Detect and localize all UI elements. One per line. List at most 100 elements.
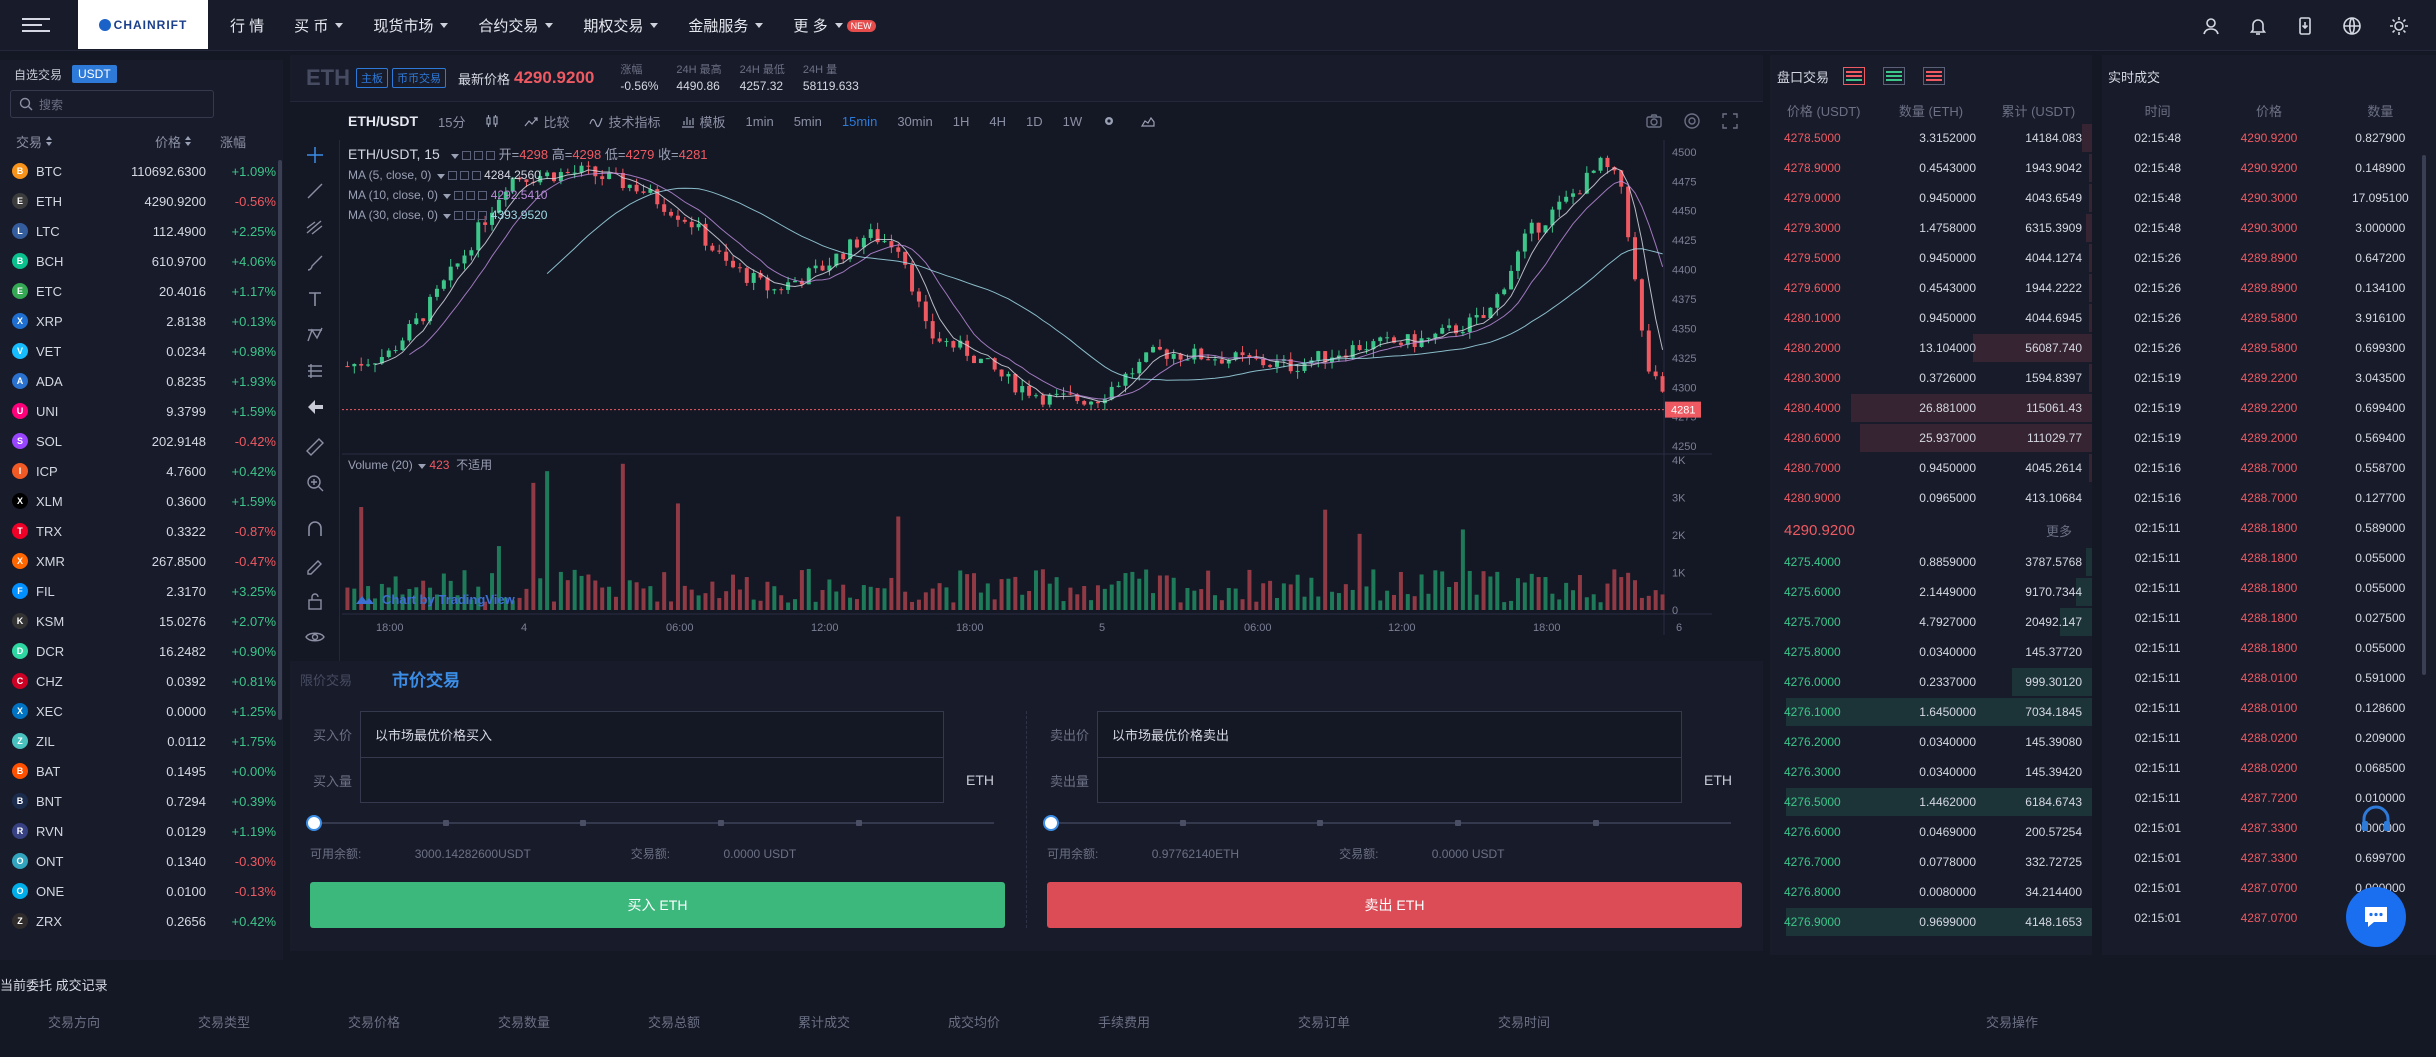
nav-item-5[interactable]: 金融服务 [688, 15, 764, 36]
market-row[interactable]: B BTC 110692.6300 +1.09% [0, 156, 283, 186]
ask-row[interactable]: 4280.3000 0.3726000 1594.8397 [1770, 363, 2092, 393]
zoom-in-icon[interactable] [304, 472, 326, 494]
market-row[interactable]: X XLM 0.3600 +1.59% [0, 486, 283, 516]
prediction-icon[interactable] [304, 360, 326, 382]
interval-1D[interactable]: 1D [1025, 113, 1043, 129]
interval-5min[interactable]: 5min [793, 113, 822, 129]
market-row[interactable]: B BCH 610.9700 +4.06% [0, 246, 283, 276]
market-row[interactable]: C CHZ 0.0392 +0.81% [0, 666, 283, 696]
chart-settings-icon[interactable] [1102, 114, 1121, 128]
fullscreen-icon[interactable] [1721, 112, 1739, 130]
market-row[interactable]: X XRP 2.8138 +0.13% [0, 306, 283, 336]
tab-market-order[interactable]: 市价交易 [392, 671, 461, 690]
text-icon[interactable] [304, 288, 326, 310]
bid-row[interactable]: 4276.1000 1.6450000 7034.1845 [1770, 697, 2092, 727]
template-button[interactable]: 模板 [681, 112, 726, 131]
market-row[interactable]: S SOL 202.9148 -0.42% [0, 426, 283, 456]
bid-row[interactable]: 4276.0000 0.2337000 999.30120 [1770, 667, 2092, 697]
bell-icon[interactable] [2248, 16, 2268, 36]
globe-icon[interactable] [2342, 16, 2362, 36]
ask-row[interactable]: 4279.0000 0.9450000 4043.6549 [1770, 183, 2092, 213]
nav-item-6[interactable]: 更 多 NEW [793, 15, 876, 36]
ask-row[interactable]: 4279.6000 0.4543000 1944.2222 [1770, 273, 2092, 303]
bid-row[interactable]: 4276.7000 0.0778000 332.72725 [1770, 847, 2092, 877]
bid-row[interactable]: 4276.2000 0.0340000 145.39080 [1770, 727, 2092, 757]
chart-symbol[interactable]: ETH/USDT [348, 113, 418, 129]
book-both-icon[interactable] [1843, 67, 1866, 85]
more-link[interactable]: 更多 [2045, 523, 2072, 539]
nav-item-4[interactable]: 期权交易 [583, 15, 659, 36]
buy-percent-slider[interactable] [306, 815, 994, 831]
ask-row[interactable]: 4280.4000 26.881000 115061.43 [1770, 393, 2092, 423]
market-row[interactable]: V VET 0.0234 +0.98% [0, 336, 283, 366]
app-download-icon[interactable] [2295, 16, 2315, 36]
chart-plot-area[interactable]: 4500 4475 4450 4425 4400 4375 4350 4325 4300 4275… [342, 140, 1712, 635]
ask-row[interactable]: 4280.6000 25.937000 111029.77 [1770, 423, 2092, 453]
market-row[interactable]: R RVN 0.0129 +1.19% [0, 816, 283, 846]
buy-button[interactable]: 买入 ETH [310, 882, 1005, 928]
candlestick-chart[interactable]: 4500447544504425440043754350432543004275… [342, 140, 1712, 635]
market-row[interactable]: Z ZRX 0.2656 +0.42% [0, 906, 283, 936]
market-row[interactable]: B BNT 0.7294 +0.39% [0, 786, 283, 816]
market-row[interactable]: O ONE 0.0100 -0.13% [0, 876, 283, 906]
sort-by-pair[interactable]: 交易 [0, 132, 86, 151]
tab-usdt[interactable]: USDT [72, 65, 117, 83]
camera-icon[interactable] [1645, 112, 1663, 130]
crosshair-icon[interactable] [304, 144, 326, 166]
market-row[interactable]: L LTC 112.4900 +2.25% [0, 216, 283, 246]
market-row[interactable]: T TRX 0.3322 -0.87% [0, 516, 283, 546]
bid-row[interactable]: 4275.8000 0.0340000 145.37720 [1770, 637, 2092, 667]
market-row[interactable]: O ONT 0.1340 -0.30% [0, 846, 283, 876]
market-row[interactable]: B BAT 0.1495 +0.00% [0, 756, 283, 786]
interval-4H[interactable]: 4H [989, 113, 1006, 129]
book-bids-icon[interactable] [1883, 67, 1906, 85]
tab-favorites[interactable]: 自选交易 [14, 67, 63, 82]
nav-item-2[interactable]: 现货市场 [373, 15, 449, 36]
ask-row[interactable]: 4278.5000 3.3152000 14184.083 [1770, 123, 2092, 153]
user-icon[interactable] [2201, 16, 2221, 36]
market-row[interactable]: Z ZIL 0.0112 +1.75% [0, 726, 283, 756]
market-row[interactable]: U UNI 9.3799 +1.59% [0, 396, 283, 426]
sell-amount-input[interactable] [1097, 757, 1682, 803]
sell-button[interactable]: 卖出 ETH [1047, 882, 1742, 928]
orders-tabs[interactable]: 当前委托 成交记录 [0, 977, 108, 993]
lock-drawing-icon[interactable] [304, 554, 326, 576]
market-row[interactable]: E ETC 20.4016 +1.17% [0, 276, 283, 306]
bid-row[interactable]: 4276.8000 0.0080000 34.214400 [1770, 877, 2092, 907]
market-row[interactable]: I ICP 4.7600 +0.42% [0, 456, 283, 486]
bid-row[interactable]: 4275.4000 0.8859000 3787.5768 [1770, 547, 2092, 577]
ask-row[interactable]: 4278.9000 0.4543000 1943.9042 [1770, 153, 2092, 183]
bid-row[interactable]: 4276.5000 1.4462000 6184.6743 [1770, 787, 2092, 817]
market-row[interactable]: X XEC 0.0000 +1.25% [0, 696, 283, 726]
magnet-icon[interactable] [304, 518, 326, 540]
chat-button[interactable] [2346, 887, 2406, 947]
pattern-icon[interactable] [304, 324, 326, 346]
interval-button[interactable]: 15分 [438, 114, 466, 130]
candle-type-button[interactable] [485, 114, 504, 128]
bid-row[interactable]: 4275.7000 4.7927000 20492.147 [1770, 607, 2092, 637]
customer-service-icon[interactable] [2358, 803, 2394, 839]
book-asks-icon[interactable] [1923, 67, 1946, 85]
tradingview-watermark[interactable]: Chart by TradingView [354, 590, 515, 608]
search-input[interactable]: 搜索 [10, 90, 214, 118]
market-row[interactable]: D DCR 16.2482 +0.90% [0, 636, 283, 666]
theme-sun-icon[interactable] [2389, 16, 2409, 36]
indicators-button[interactable]: 技术指标 [589, 112, 661, 131]
ask-row[interactable]: 4280.2000 13.104000 56087.740 [1770, 333, 2092, 363]
market-row[interactable]: K KSM 15.0276 +2.07% [0, 606, 283, 636]
nav-item-1[interactable]: 买 币 [294, 15, 344, 36]
ask-row[interactable]: 4279.5000 0.9450000 4044.1274 [1770, 243, 2092, 273]
area-chart-icon[interactable] [1141, 114, 1160, 128]
ask-row[interactable]: 4279.3000 1.4758000 6315.3909 [1770, 213, 2092, 243]
tab-limit-order[interactable]: 限价交易 [300, 673, 353, 688]
bid-row[interactable]: 4276.3000 0.0340000 145.39420 [1770, 757, 2092, 787]
buy-price-field[interactable]: 以市场最优价格买入 [360, 711, 944, 757]
menu-icon[interactable] [22, 14, 50, 34]
market-list-scrollbar[interactable] [278, 160, 282, 720]
price-chart[interactable]: ETH/USDT 15分 比较 技术指标 模板 1min 5min 15min 30m… [290, 101, 1763, 680]
sell-price-field[interactable]: 以市场最优价格卖出 [1097, 711, 1682, 757]
market-row[interactable]: E ETH 4290.9200 -0.56% [0, 186, 283, 216]
trendline-icon[interactable] [304, 180, 326, 202]
market-row[interactable]: F FIL 2.3170 +3.25% [0, 576, 283, 606]
gear-icon[interactable] [1683, 112, 1701, 130]
